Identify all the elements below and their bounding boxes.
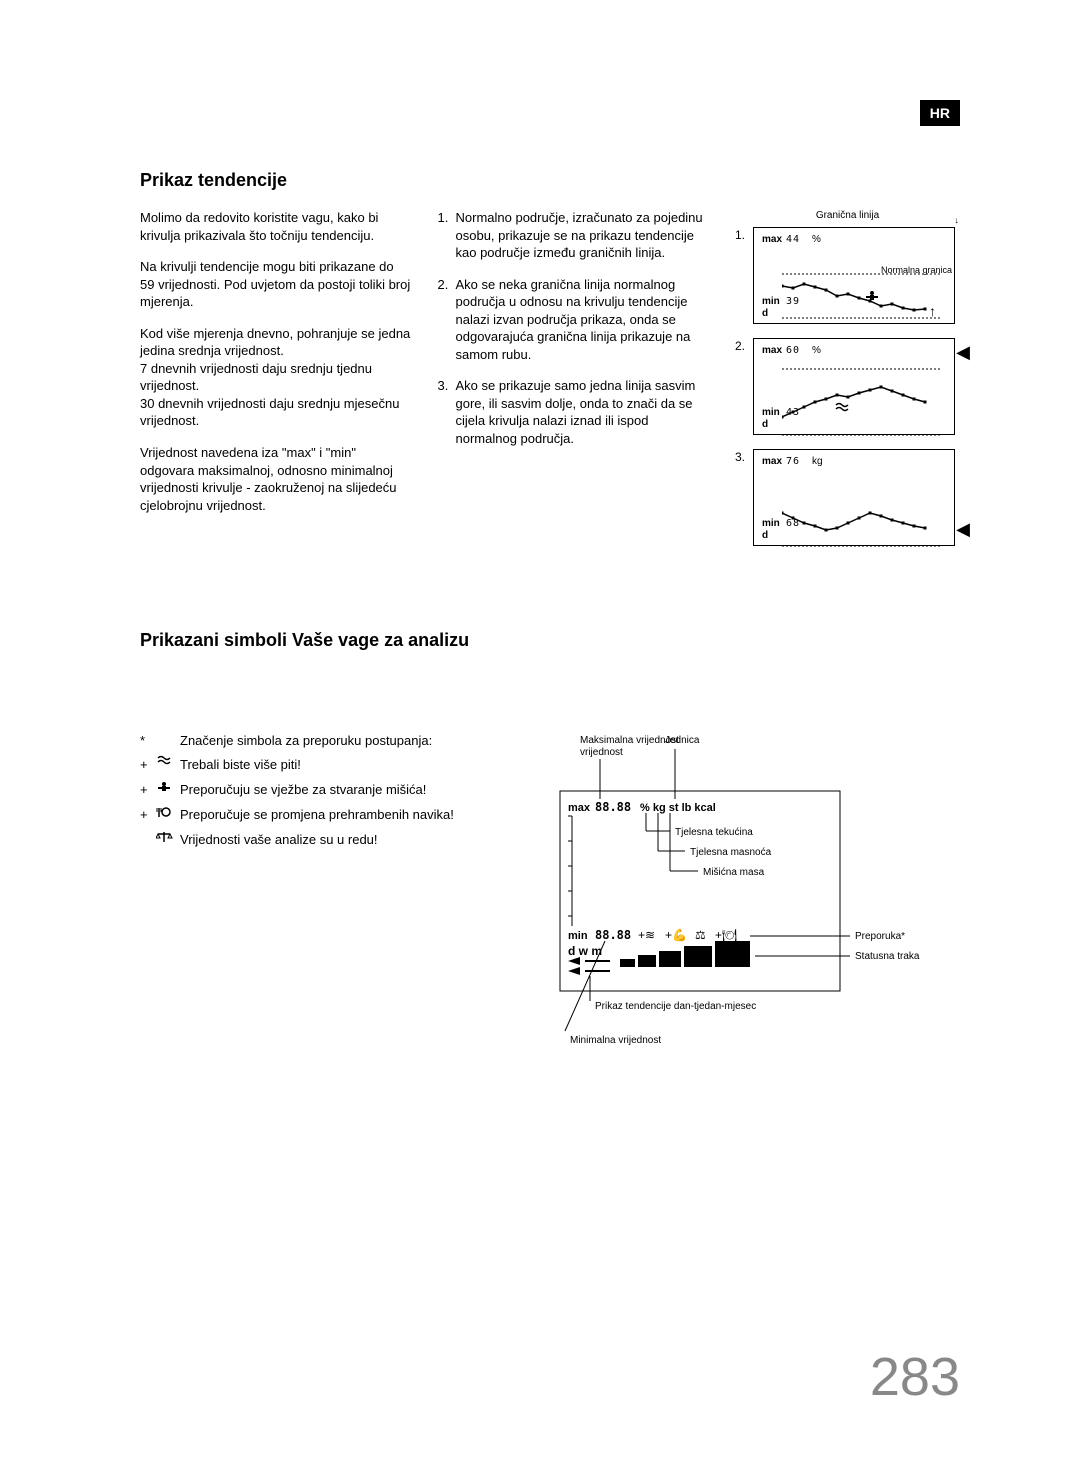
fig-num: 3. — [735, 449, 753, 546]
lcd-max: max — [568, 802, 591, 814]
section1-col-right: Granična linija 1. max 44 % min 39 d ↓ N… — [735, 209, 960, 560]
language-badge: HR — [920, 100, 960, 126]
label-muscle: Mišićna masa — [703, 867, 765, 878]
label-body-water: Tjelesna tekućina — [675, 827, 753, 838]
fig-unit: kg — [812, 455, 823, 469]
label-unit: Jednica — [665, 735, 700, 746]
symbol-header-text: Značenje simbola za preporuku postupanja… — [180, 731, 520, 752]
label-recommend: Preporuka* — [855, 931, 905, 942]
fig-num: 2. — [735, 338, 753, 435]
symbol-text: Preporučuje se promjena prehrambenih nav… — [180, 805, 520, 826]
fig-max-val: 76 — [786, 455, 800, 469]
lcd-min: min — [568, 930, 588, 942]
symbol-mark — [140, 830, 156, 851]
fig-unit: % — [812, 344, 821, 358]
symbol-row: + Preporučuju se vježbe za stvaranje miš… — [140, 780, 520, 801]
symbol-row: + Trebali biste više piti! — [140, 755, 520, 776]
ol-num: 2. — [438, 276, 456, 364]
svg-text:+🍽: +🍽 — [715, 928, 737, 942]
para-2: Na krivulji tendencije mogu biti prikaza… — [140, 258, 412, 311]
fig-max-val: 60 — [786, 344, 800, 358]
section2-title: Prikazani simboli Vaše vage za analizu — [140, 630, 960, 651]
ol-text: Normalno područje, izračunato za pojedin… — [456, 209, 710, 262]
para-3: Kod više mjerenja dnevno, pohranjuje se … — [140, 325, 412, 430]
page-number: 283 — [870, 1346, 960, 1408]
fig-num: 1. — [735, 227, 753, 324]
ol-num: 3. — [438, 377, 456, 447]
svg-text:⚖: ⚖ — [695, 928, 706, 942]
section2-content: * Značenje simbola za preporuku postupan… — [140, 731, 960, 1061]
fig-d: d — [762, 529, 768, 543]
symbol-text: Trebali biste više piti! — [180, 755, 520, 776]
fig-row: 3. max 76 kg min 68 d ◀ — [735, 449, 960, 546]
trend-chart-svg — [782, 357, 947, 437]
fig-d: d — [762, 307, 768, 321]
food-icon — [156, 805, 180, 826]
para-1: Molimo da redovito koristite vagu, kako … — [140, 209, 412, 244]
fig-max-val: 44 — [786, 233, 800, 247]
symbol-spacer — [156, 731, 180, 752]
trend-chart-svg — [782, 246, 947, 326]
label-trend: Prikaz tendencije dan-tjedan-mjesec — [595, 1001, 756, 1012]
balance-icon — [156, 830, 180, 851]
section1-title: Prikaz tendencije — [140, 170, 960, 191]
fig-d: d — [762, 418, 768, 432]
symbol-mark: + — [140, 780, 156, 801]
muscle-icon — [156, 780, 180, 801]
diagram-svg: Maksimalna vrijednost vrijednost Jednica… — [550, 731, 930, 1061]
water-icon — [156, 755, 180, 776]
symbol-mark: + — [140, 805, 156, 826]
label-min-value: Minimalna vrijednost — [570, 1035, 661, 1046]
fig-max-label: max — [762, 233, 782, 247]
fig-row: 2. max 60 % min 43 d ◀ — [735, 338, 960, 435]
section1-col-mid: 1.Normalno područje, izračunato za pojed… — [438, 209, 710, 560]
symbol-header: * Značenje simbola za preporuku postupan… — [140, 731, 520, 752]
trend-chart-svg — [782, 468, 947, 548]
fig-box: max 76 kg min 68 d ◀ — [753, 449, 955, 546]
svg-text:+≋: +≋ — [638, 928, 655, 942]
section1-columns: Molimo da redovito koristite vagu, kako … — [140, 209, 960, 560]
svg-text:+💪: +💪 — [665, 928, 687, 942]
fig-max-label: max — [762, 344, 782, 358]
symbol-mark: + — [140, 755, 156, 776]
para-4: Vrijednost navedena iza "max" i "min" od… — [140, 444, 412, 514]
page: HR Prikaz tendencije Molimo da redovito … — [0, 0, 1080, 1468]
lcd-dwm: d w m — [568, 944, 602, 958]
fig-row: 1. max 44 % min 39 d ↓ Normalna granica … — [735, 227, 960, 324]
lcd-min-digits: 88.88 — [595, 928, 631, 942]
symbol-mark: * — [140, 731, 156, 752]
section1-col-left: Molimo da redovito koristite vagu, kako … — [140, 209, 412, 560]
fig-box: max 44 % min 39 d ↓ Normalna granica ↑ — [753, 227, 955, 324]
symbol-text: Preporučuju se vježbe za stvaranje mišić… — [180, 780, 520, 801]
label-status-bar: Statusna traka — [855, 951, 920, 962]
fig-unit: % — [812, 233, 821, 247]
symbol-row: + Preporučuje se promjena prehrambenih n… — [140, 805, 520, 826]
ol-text: Ako se neka granična linija normalnog po… — [456, 276, 710, 364]
border-line-label: Granična linija — [735, 209, 960, 223]
ol-item: 3.Ako se prikazuje samo jedna linija sas… — [438, 377, 710, 447]
symbol-list: * Značenje simbola za preporuku postupan… — [140, 731, 520, 1061]
display-diagram: Maksimalna vrijednost vrijednost Jednica… — [550, 731, 930, 1061]
symbol-row: Vrijednosti vaše analize su u redu! — [140, 830, 520, 851]
ol-item: 2.Ako se neka granična linija normalnog … — [438, 276, 710, 364]
fig-box: max 60 % min 43 d ◀ — [753, 338, 955, 435]
ol-text: Ako se prikazuje samo jedna linija sasvi… — [456, 377, 710, 447]
lcd-max-digits: 88.88 — [595, 800, 631, 814]
lcd-units: % kg st lb kcal — [640, 802, 716, 814]
label-body-fat: Tjelesna masnoća — [690, 847, 772, 858]
svg-text:vrijednost: vrijednost — [580, 747, 623, 758]
symbol-text: Vrijednosti vaše analize su u redu! — [180, 830, 520, 851]
ol-num: 1. — [438, 209, 456, 262]
ol-item: 1.Normalno područje, izračunato za pojed… — [438, 209, 710, 262]
fig-max-label: max — [762, 455, 782, 469]
